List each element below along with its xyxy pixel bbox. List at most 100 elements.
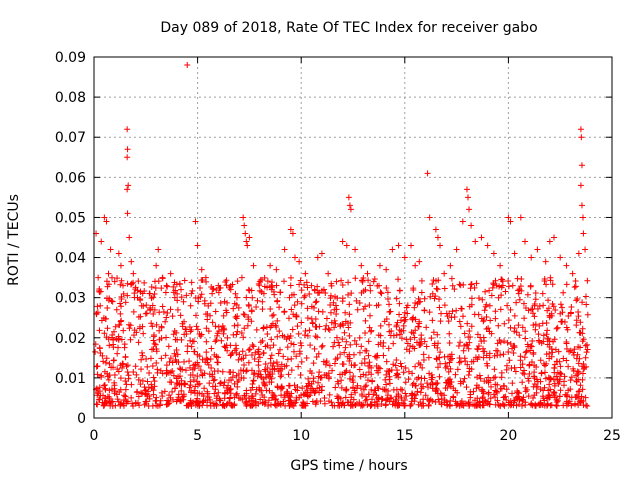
data-point: [289, 402, 296, 409]
data-point: [308, 282, 315, 289]
data-point: [149, 323, 156, 330]
data-point: [466, 327, 473, 334]
x-tick-label: 25: [603, 428, 621, 444]
data-point: [211, 376, 218, 383]
data-point: [492, 315, 499, 322]
data-point: [248, 307, 255, 314]
data-point: [513, 299, 520, 306]
data-point: [506, 357, 513, 364]
data-point: [446, 402, 453, 409]
data-point: [460, 281, 467, 288]
data-point: [584, 402, 591, 409]
data-point: [568, 394, 575, 401]
data-point: [550, 234, 557, 241]
data-point: [286, 335, 293, 342]
data-point: [418, 385, 425, 392]
data-point: [543, 360, 550, 367]
data-point: [158, 285, 165, 292]
data-point: [537, 357, 544, 364]
data-point: [298, 287, 305, 294]
data-point: [423, 343, 430, 350]
data-point: [217, 380, 224, 387]
data-point: [245, 359, 252, 366]
data-point: [402, 390, 409, 397]
data-point: [374, 383, 381, 390]
data-point: [121, 392, 128, 399]
data-point: [447, 262, 454, 269]
data-point: [472, 397, 479, 404]
data-point: [329, 367, 336, 374]
data-point: [485, 325, 492, 332]
data-point: [188, 343, 195, 350]
data-point: [437, 360, 444, 367]
data-point: [543, 320, 550, 327]
data-point: [93, 363, 100, 370]
data-point: [152, 284, 159, 291]
data-point: [346, 202, 353, 209]
data-point: [436, 304, 443, 311]
data-point: [111, 379, 118, 386]
data-point: [425, 401, 432, 408]
data-point: [163, 334, 170, 341]
data-point: [347, 341, 354, 348]
data-point: [262, 399, 269, 406]
data-point: [310, 360, 317, 367]
data-point: [544, 327, 551, 334]
data-point: [291, 254, 298, 261]
data-point: [509, 390, 516, 397]
data-point: [300, 402, 307, 409]
data-point: [540, 302, 547, 309]
data-point: [522, 328, 529, 335]
data-point: [281, 278, 288, 285]
data-point: [386, 380, 393, 387]
data-point: [201, 370, 208, 377]
y-axis-label: ROTI / TECUs: [6, 194, 22, 286]
data-point: [276, 328, 283, 335]
data-point: [348, 290, 355, 297]
data-point: [543, 281, 550, 288]
data-point: [158, 324, 165, 331]
data-point: [504, 339, 511, 346]
x-tick-label: 0: [90, 428, 99, 444]
data-point: [302, 327, 309, 334]
data-point: [486, 328, 493, 335]
data-point: [551, 361, 558, 368]
data-point: [406, 348, 413, 355]
data-point: [264, 365, 271, 372]
data-point: [318, 343, 325, 350]
data-point: [273, 266, 280, 273]
data-point: [140, 330, 147, 337]
data-point: [535, 331, 542, 338]
data-point: [495, 322, 502, 329]
data-point: [287, 282, 294, 289]
data-point: [573, 322, 580, 329]
data-point: [362, 317, 369, 324]
data-point: [290, 348, 297, 355]
data-point: [229, 349, 236, 356]
data-point: [218, 337, 225, 344]
data-point: [171, 294, 178, 301]
data-point: [498, 292, 505, 299]
data-point: [104, 400, 111, 407]
data-point: [107, 246, 114, 253]
data-point: [288, 355, 295, 362]
data-point: [156, 327, 163, 334]
data-point: [334, 295, 341, 302]
x-tick-label: 15: [396, 428, 414, 444]
data-point: [126, 325, 133, 332]
data-point: [189, 371, 196, 378]
data-point: [434, 286, 441, 293]
data-point: [461, 330, 468, 337]
data-point: [531, 362, 538, 369]
data-point: [224, 334, 231, 341]
data-point: [507, 306, 514, 313]
data-point: [441, 270, 448, 277]
data-point: [472, 238, 479, 245]
data-point: [117, 300, 124, 307]
data-point: [466, 303, 473, 310]
data-point: [277, 367, 284, 374]
data-point: [108, 398, 115, 405]
data-point: [107, 402, 114, 409]
data-point: [120, 290, 127, 297]
data-point: [243, 294, 250, 301]
